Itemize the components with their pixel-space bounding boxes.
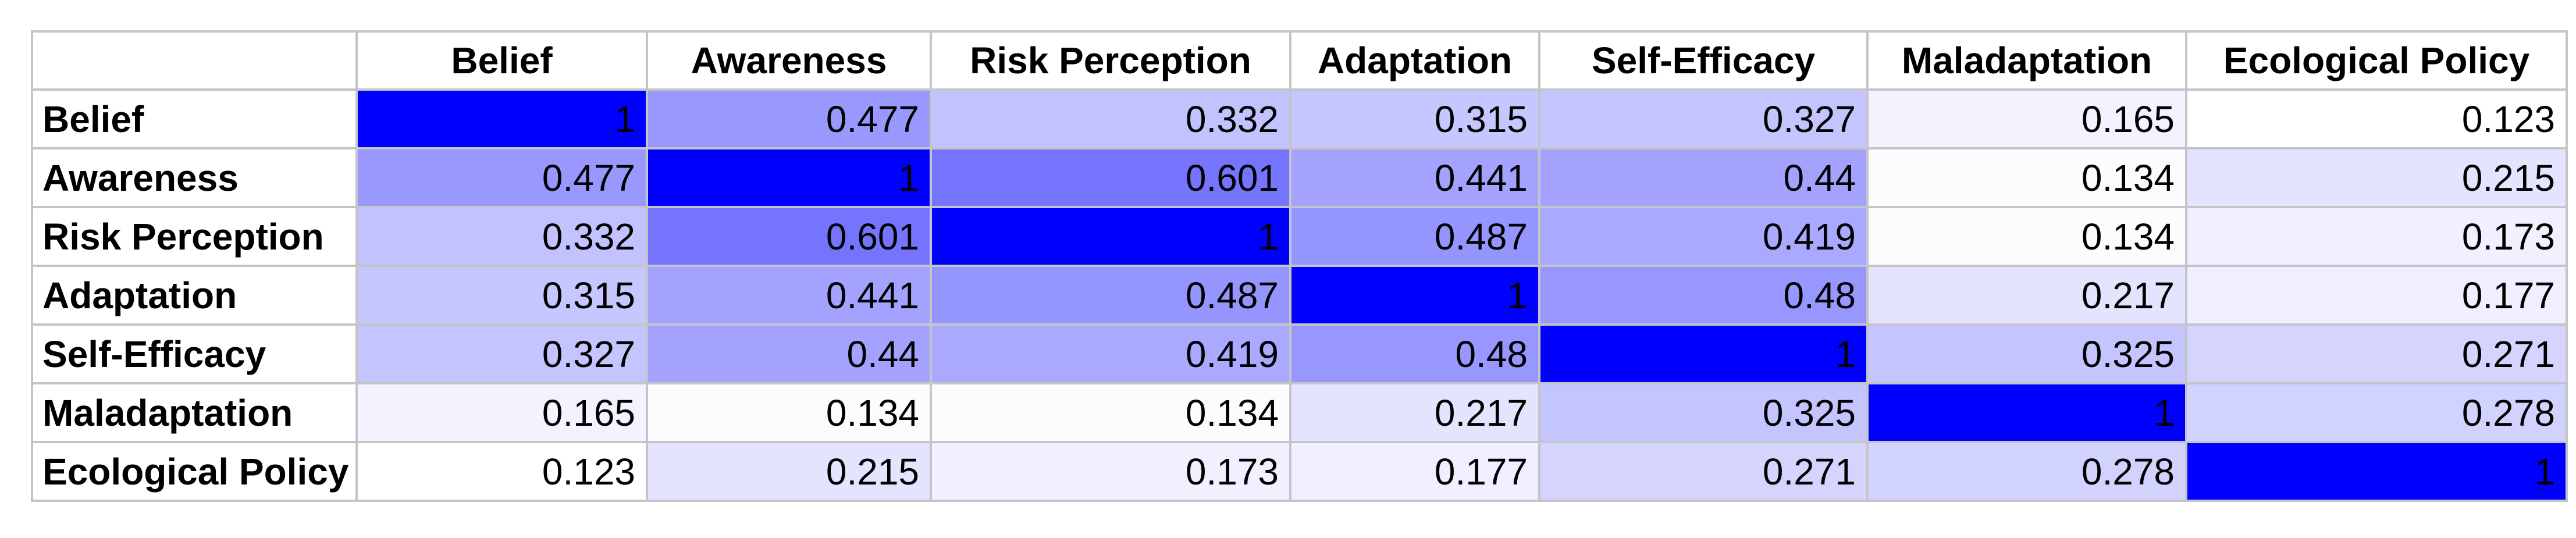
cell-maladaptation-x-awareness[interactable]: 0.134 <box>646 382 932 443</box>
cell-maladaptation-x-self-efficacy[interactable]: 0.325 <box>1538 382 1869 443</box>
cell-adaptation-x-risk-perception[interactable]: 0.487 <box>930 265 1291 326</box>
cell-ecological-policy-x-belief[interactable]: 0.123 <box>355 441 648 502</box>
matrix-row-self-efficacy: Self-Efficacy 0.327 0.44 0.419 0.48 1 0.325 0.2… <box>31 323 2568 384</box>
cell-awareness-x-ecological-policy[interactable]: 0.215 <box>2185 147 2568 208</box>
cell-risk-perception-x-maladaptation[interactable]: 0.134 <box>1866 206 2187 267</box>
cell-maladaptation-x-risk-perception[interactable]: 0.134 <box>930 382 1291 443</box>
row-header-ecological-policy[interactable]: Ecological Policy <box>31 441 358 502</box>
cell-awareness-x-maladaptation[interactable]: 0.134 <box>1866 147 2187 208</box>
correlation-matrix-container: Belief Awareness Risk Perception Adaptation… <box>31 30 2568 502</box>
matrix-row-maladaptation: Maladaptation 0.165 0.134 0.134 0.217 0.325 1 0… <box>31 382 2568 443</box>
matrix-row-ecological-policy: Ecological Policy 0.123 0.215 0.173 0.177 0.2… <box>31 441 2568 502</box>
cell-risk-perception-x-ecological-policy[interactable]: 0.173 <box>2185 206 2568 267</box>
header-row: Belief Awareness Risk Perception Adaptation… <box>31 30 2568 91</box>
col-header-belief[interactable]: Belief <box>355 30 648 91</box>
cell-awareness-x-adaptation[interactable]: 0.441 <box>1289 147 1540 208</box>
cell-self-efficacy-x-awareness[interactable]: 0.44 <box>646 323 932 384</box>
cell-ecological-policy-x-risk-perception[interactable]: 0.173 <box>930 441 1291 502</box>
row-header-adaptation[interactable]: Adaptation <box>31 265 358 326</box>
cell-ecological-policy-x-ecological-policy[interactable]: 1 <box>2185 441 2568 502</box>
cell-risk-perception-x-belief[interactable]: 0.332 <box>355 206 648 267</box>
col-header-self-efficacy[interactable]: Self-Efficacy <box>1538 30 1869 91</box>
cell-ecological-policy-x-maladaptation[interactable]: 0.278 <box>1866 441 2187 502</box>
cell-ecological-policy-x-adaptation[interactable]: 0.177 <box>1289 441 1540 502</box>
cell-awareness-x-risk-perception[interactable]: 0.601 <box>930 147 1291 208</box>
cell-maladaptation-x-ecological-policy[interactable]: 0.278 <box>2185 382 2568 443</box>
matrix-header-row: Belief Awareness Risk Perception Adaptation… <box>31 30 2568 91</box>
cell-adaptation-x-ecological-policy[interactable]: 0.177 <box>2185 265 2568 326</box>
cell-awareness-x-awareness[interactable]: 1 <box>646 147 932 208</box>
cell-self-efficacy-x-risk-perception[interactable]: 0.419 <box>930 323 1291 384</box>
cell-belief-x-ecological-policy[interactable]: 0.123 <box>2185 88 2568 149</box>
cell-self-efficacy-x-ecological-policy[interactable]: 0.271 <box>2185 323 2568 384</box>
col-header-maladaptation[interactable]: Maladaptation <box>1866 30 2187 91</box>
cell-ecological-policy-x-awareness[interactable]: 0.215 <box>646 441 932 502</box>
cell-adaptation-x-awareness[interactable]: 0.441 <box>646 265 932 326</box>
cell-risk-perception-x-adaptation[interactable]: 0.487 <box>1289 206 1540 267</box>
row-header-awareness[interactable]: Awareness <box>31 147 358 208</box>
col-header-risk-perception[interactable]: Risk Perception <box>930 30 1291 91</box>
correlation-matrix-table: Belief Awareness Risk Perception Adaptation… <box>31 30 2568 502</box>
row-header-maladaptation[interactable]: Maladaptation <box>31 382 358 443</box>
cell-maladaptation-x-adaptation[interactable]: 0.217 <box>1289 382 1540 443</box>
cell-self-efficacy-x-self-efficacy[interactable]: 1 <box>1538 323 1869 384</box>
cell-adaptation-x-belief[interactable]: 0.315 <box>355 265 648 326</box>
row-header-risk-perception[interactable]: Risk Perception <box>31 206 358 267</box>
cell-self-efficacy-x-adaptation[interactable]: 0.48 <box>1289 323 1540 384</box>
cell-awareness-x-belief[interactable]: 0.477 <box>355 147 648 208</box>
col-header-adaptation[interactable]: Adaptation <box>1289 30 1540 91</box>
corner-cell[interactable] <box>31 30 358 91</box>
cell-risk-perception-x-self-efficacy[interactable]: 0.419 <box>1538 206 1869 267</box>
cell-ecological-policy-x-self-efficacy[interactable]: 0.271 <box>1538 441 1869 502</box>
cell-maladaptation-x-maladaptation[interactable]: 1 <box>1866 382 2187 443</box>
row-header-self-efficacy[interactable]: Self-Efficacy <box>31 323 358 384</box>
cell-belief-x-belief[interactable]: 1 <box>355 88 648 149</box>
cell-risk-perception-x-risk-perception[interactable]: 1 <box>930 206 1291 267</box>
cell-adaptation-x-maladaptation[interactable]: 0.217 <box>1866 265 2187 326</box>
cell-belief-x-adaptation[interactable]: 0.315 <box>1289 88 1540 149</box>
cell-adaptation-x-self-efficacy[interactable]: 0.48 <box>1538 265 1869 326</box>
cell-awareness-x-self-efficacy[interactable]: 0.44 <box>1538 147 1869 208</box>
col-header-awareness[interactable]: Awareness <box>646 30 932 91</box>
row-header-belief[interactable]: Belief <box>31 88 358 149</box>
cell-self-efficacy-x-belief[interactable]: 0.327 <box>355 323 648 384</box>
cell-belief-x-self-efficacy[interactable]: 0.327 <box>1538 88 1869 149</box>
matrix-row-belief: Belief 1 0.477 0.332 0.315 0.327 0.165 0.123 <box>31 88 2568 149</box>
cell-belief-x-risk-perception[interactable]: 0.332 <box>930 88 1291 149</box>
matrix-body: Belief 1 0.477 0.332 0.315 0.327 0.165 0.123 Awa… <box>31 88 2568 502</box>
matrix-row-adaptation: Adaptation 0.315 0.441 0.487 1 0.48 0.217 0.177 <box>31 265 2568 326</box>
matrix-row-awareness: Awareness 0.477 1 0.601 0.441 0.44 0.134 0.215 <box>31 147 2568 208</box>
cell-adaptation-x-adaptation[interactable]: 1 <box>1289 265 1540 326</box>
cell-self-efficacy-x-maladaptation[interactable]: 0.325 <box>1866 323 2187 384</box>
cell-belief-x-maladaptation[interactable]: 0.165 <box>1866 88 2187 149</box>
col-header-ecological-policy[interactable]: Ecological Policy <box>2185 30 2568 91</box>
matrix-row-risk-perception: Risk Perception 0.332 0.601 1 0.487 0.419 0.13… <box>31 206 2568 267</box>
cell-risk-perception-x-awareness[interactable]: 0.601 <box>646 206 932 267</box>
cell-maladaptation-x-belief[interactable]: 0.165 <box>355 382 648 443</box>
cell-belief-x-awareness[interactable]: 0.477 <box>646 88 932 149</box>
